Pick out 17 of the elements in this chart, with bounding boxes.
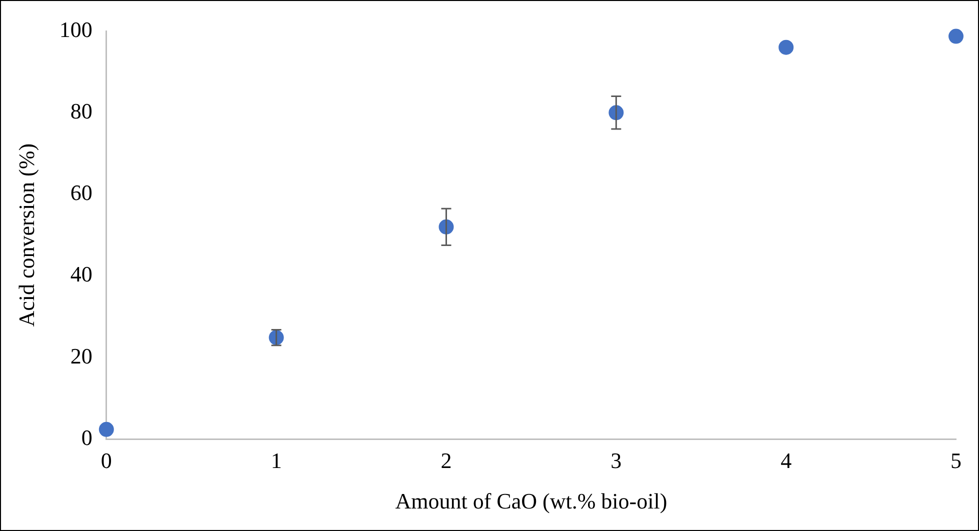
y-tick-label: 40 xyxy=(70,262,92,287)
x-tick-label: 4 xyxy=(780,448,792,474)
x-tick-label: 3 xyxy=(610,448,622,474)
x-tick-label: 2 xyxy=(440,448,452,474)
x-tick-label: 5 xyxy=(950,448,962,474)
y-tick-label: 0 xyxy=(81,424,92,450)
x-axis-title: Amount of CaO (wt.% bio-oil) xyxy=(395,488,668,514)
point xyxy=(778,40,794,55)
y-axis-title: Acid conversion (%) xyxy=(14,143,39,327)
x-tick-label: 1 xyxy=(270,448,282,474)
y-tick-label: 20 xyxy=(70,343,92,368)
y-tick-label: 100 xyxy=(59,16,92,42)
y-tick-label: 60 xyxy=(70,180,92,206)
x-tick-label: 0 xyxy=(100,448,112,474)
point xyxy=(948,28,964,44)
y-tick-label: 80 xyxy=(70,98,92,124)
point xyxy=(98,422,114,437)
